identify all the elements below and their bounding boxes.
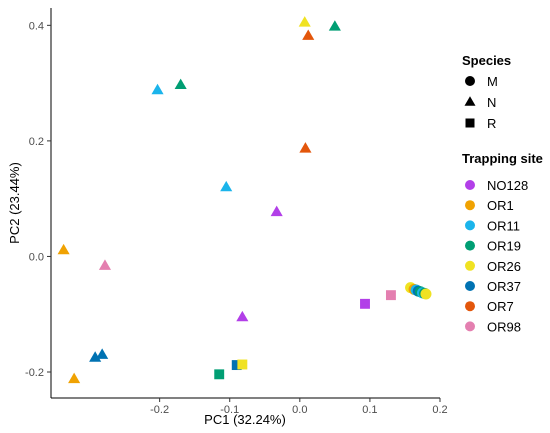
- legend-color-no128: [465, 180, 475, 190]
- data-point-or7-n: [302, 29, 315, 40]
- x-ticks: -0.2 -0.1 0.0 0.1 0.2: [150, 398, 448, 416]
- legend-shape-label: M: [487, 74, 498, 89]
- y-ticks: -0.2 0.0 0.2 0.4: [25, 20, 51, 379]
- data-point-or19-r: [214, 369, 225, 380]
- legend-color-or19: [465, 240, 475, 251]
- y-tick-label: 0.4: [29, 20, 44, 32]
- legend-color-label: OR26: [487, 259, 521, 274]
- data-point-or98-n: [98, 259, 112, 270]
- data-point-or98-r: [385, 290, 396, 301]
- data-point-or1-n: [57, 243, 70, 255]
- legend-color-or26: [465, 260, 475, 271]
- species-legend-title: Species: [462, 53, 511, 68]
- x-tick-label: 0.1: [362, 404, 377, 416]
- x-tick-label: 0.0: [292, 404, 307, 416]
- data-point-or19-n: [328, 20, 341, 31]
- legend-color-label: OR98: [487, 319, 521, 334]
- data-point-or37-r: [231, 360, 242, 371]
- legend-shape-label: N: [487, 95, 496, 110]
- data-point-or26-m: [420, 288, 432, 300]
- legend-color-label: OR19: [487, 239, 521, 254]
- legend-color-label: OR7: [487, 299, 514, 314]
- legend-shape-m: [465, 76, 475, 86]
- data-point-or37-n: [89, 351, 102, 362]
- legend-color-label: NO128: [487, 178, 528, 193]
- legend-color-or7: [465, 301, 475, 312]
- legend-color-label: OR11: [487, 218, 520, 233]
- x-axis-title: PC1 (32.24%): [204, 412, 286, 427]
- legend-shape-label: R: [487, 116, 496, 131]
- legend-color-or37: [465, 281, 475, 291]
- data-point-or11-n: [151, 83, 164, 95]
- data-point-or1-n: [68, 372, 81, 384]
- legend-color-or11: [465, 220, 475, 231]
- x-tick-label: -0.2: [150, 404, 169, 416]
- data-point-or26-n: [298, 16, 311, 27]
- legend-color-or1: [465, 200, 475, 211]
- y-axis-title: PC2 (23.44%): [7, 162, 22, 244]
- legend-shape-n: [464, 96, 476, 106]
- data-point-or11-n: [220, 180, 233, 192]
- legend-color-or98: [465, 321, 475, 332]
- x-tick-label: -0.1: [220, 404, 239, 416]
- data-point-or7-n: [299, 142, 312, 153]
- data-point-or26-r: [237, 359, 248, 370]
- axes: [50, 8, 440, 399]
- y-tick-label: 0.2: [29, 136, 44, 148]
- y-tick-label: 0.0: [29, 251, 44, 263]
- data-points: [57, 16, 432, 384]
- data-point-no128-n: [236, 310, 249, 322]
- data-point-or37-n: [96, 348, 109, 359]
- y-tick-label: -0.2: [25, 367, 44, 379]
- legend-color-label: OR1: [487, 198, 514, 213]
- legend-shape-r: [465, 118, 475, 128]
- data-point-or19-n: [174, 78, 187, 90]
- trapping-site-legend-title: Trapping site: [462, 151, 543, 166]
- species-legend: Species MNR: [462, 53, 511, 131]
- data-point-no128-r: [360, 298, 370, 309]
- trapping-site-legend: Trapping site NO128 OR1 OR11 OR19 OR26 OR37 OR…: [462, 151, 543, 334]
- legend-color-label: OR37: [487, 279, 521, 294]
- x-tick-label: 0.2: [432, 404, 447, 416]
- data-point-no128-n: [270, 205, 283, 217]
